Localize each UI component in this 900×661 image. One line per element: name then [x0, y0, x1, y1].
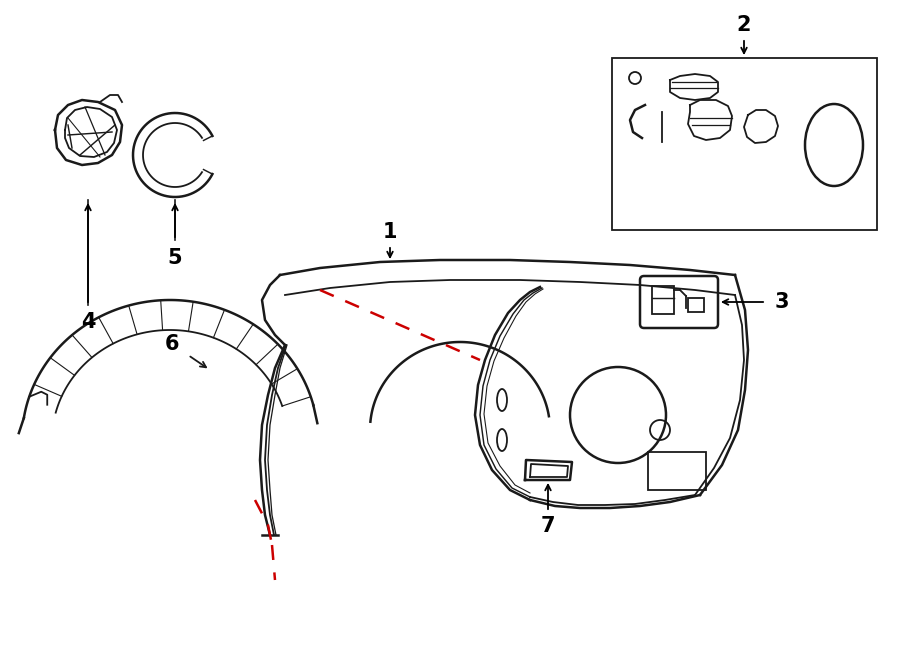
Text: 6: 6 [165, 334, 179, 354]
Bar [688, 298, 704, 312]
Text: 1: 1 [382, 222, 397, 242]
Text: 4: 4 [81, 312, 95, 332]
Bar [612, 58, 877, 230]
Bar [648, 452, 706, 490]
Bar [652, 286, 674, 314]
Text: 2: 2 [737, 15, 751, 35]
Text: 3: 3 [775, 292, 789, 312]
Text: 5: 5 [167, 248, 183, 268]
Text: 7: 7 [541, 516, 555, 536]
